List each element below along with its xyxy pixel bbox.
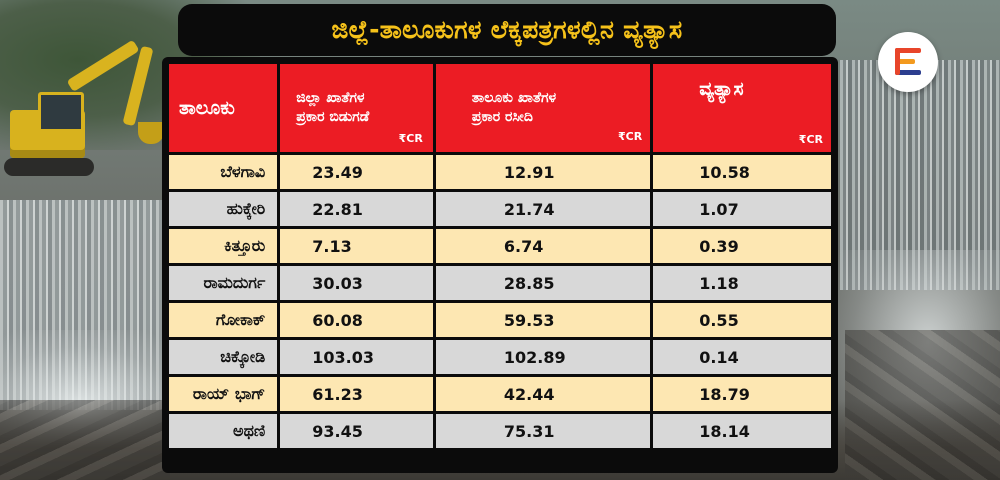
header-difference: ವ್ಯತ್ಯಾಸ ₹CR	[653, 64, 831, 152]
cell-difference: 1.07	[653, 192, 831, 226]
cell-taluk: ಕಿತ್ತೂರು	[169, 229, 278, 263]
cell-difference: 1.18	[653, 266, 831, 300]
title-banner: ಜಿಲ್ಲೆ-ತಾಲೂಕುಗಳ ಲೆಕ್ಕಪತ್ರಗಳಲ್ಲಿನ ವ್ಯತ್ಯಾ…	[178, 4, 836, 56]
cell-taluk: ಅಥಣಿ	[169, 414, 278, 448]
table-header-row: ತಾಲೂಕು ಜಿಲ್ಲಾ ಖಾತೆಗಳ ಪ್ರಕಾರ ಬಿಡುಗಡೆ ₹CR …	[169, 64, 831, 152]
cell-district-release: 61.23	[280, 377, 433, 411]
cell-taluk: ರಾಮದುರ್ಗ	[169, 266, 278, 300]
table-row: ಚಿಕ್ಕೋಡಿ 103.03 102.89 0.14	[169, 340, 831, 374]
e-letter-logo-icon	[878, 32, 938, 92]
cell-district-release: 7.13	[280, 229, 433, 263]
page-title: ಜಿಲ್ಲೆ-ತಾಲೂಕುಗಳ ಲೆಕ್ಕಪತ್ರಗಳಲ್ಲಿನ ವ್ಯತ್ಯಾ…	[331, 15, 683, 44]
cell-taluk: ರಾಯ್ ಭಾಗ್	[169, 377, 278, 411]
data-table: ತಾಲೂಕು ಜಿಲ್ಲಾ ಖಾತೆಗಳ ಪ್ರಕಾರ ಬಿಡುಗಡೆ ₹CR …	[162, 57, 838, 473]
cell-difference: 0.55	[653, 303, 831, 337]
excavator-image	[0, 39, 180, 190]
table-row: ಬೆಳಗಾವಿ 23.49 12.91 10.58	[169, 155, 831, 189]
table-row: ರಾಮದುರ್ಗ 30.03 28.85 1.18	[169, 266, 831, 300]
unit-label: ₹CR	[398, 132, 423, 145]
cell-taluk-receipt: 28.85	[435, 266, 651, 300]
cell-taluk-receipt: 21.74	[435, 192, 651, 226]
table-row: ಗೋಕಾಕ್ 60.08 59.53 0.55	[169, 303, 831, 337]
cell-difference: 0.39	[653, 229, 831, 263]
cell-taluk-receipt: 75.31	[435, 414, 651, 448]
cell-district-release: 23.49	[280, 155, 433, 189]
cell-difference: 10.58	[653, 155, 831, 189]
cell-taluk-receipt: 12.91	[435, 155, 651, 189]
table-row: ಹುಕ್ಕೇರಿ 22.81 21.74 1.07	[169, 192, 831, 226]
header-taluk: ತಾಲೂಕು	[169, 64, 278, 152]
cell-taluk: ಗೋಕಾಕ್	[169, 303, 278, 337]
cell-taluk-receipt: 6.74	[435, 229, 651, 263]
cell-district-release: 30.03	[280, 266, 433, 300]
cell-taluk-receipt: 102.89	[435, 340, 651, 374]
cell-taluk-receipt: 42.44	[435, 377, 651, 411]
header-taluk-receipt: ತಾಲೂಕು ಖಾತೆಗಳ ಪ್ರಕಾರ ರಸೀದಿ ₹CR	[435, 64, 651, 152]
cell-difference: 18.79	[653, 377, 831, 411]
header-district-release: ಜಿಲ್ಲಾ ಖಾತೆಗಳ ಪ್ರಕಾರ ಬಿಡುಗಡೆ ₹CR	[280, 64, 433, 152]
unit-label: ₹CR	[618, 130, 643, 143]
cell-district-release: 93.45	[280, 414, 433, 448]
cell-district-release: 22.81	[280, 192, 433, 226]
unit-label: ₹CR	[798, 133, 823, 146]
cell-taluk: ಬೆಳಗಾವಿ	[169, 155, 278, 189]
table-row: ಕಿತ್ತೂರು 7.13 6.74 0.39	[169, 229, 831, 263]
cell-taluk: ಹುಕ್ಕೇರಿ	[169, 192, 278, 226]
cell-district-release: 60.08	[280, 303, 433, 337]
cell-difference: 18.14	[653, 414, 831, 448]
table-row: ರಾಯ್ ಭಾಗ್ 61.23 42.44 18.79	[169, 377, 831, 411]
cell-difference: 0.14	[653, 340, 831, 374]
cell-taluk: ಚಿಕ್ಕೋಡಿ	[169, 340, 278, 374]
cell-district-release: 103.03	[280, 340, 433, 374]
table-row: ಅಥಣಿ 93.45 75.31 18.14	[169, 414, 831, 448]
cell-taluk-receipt: 59.53	[435, 303, 651, 337]
